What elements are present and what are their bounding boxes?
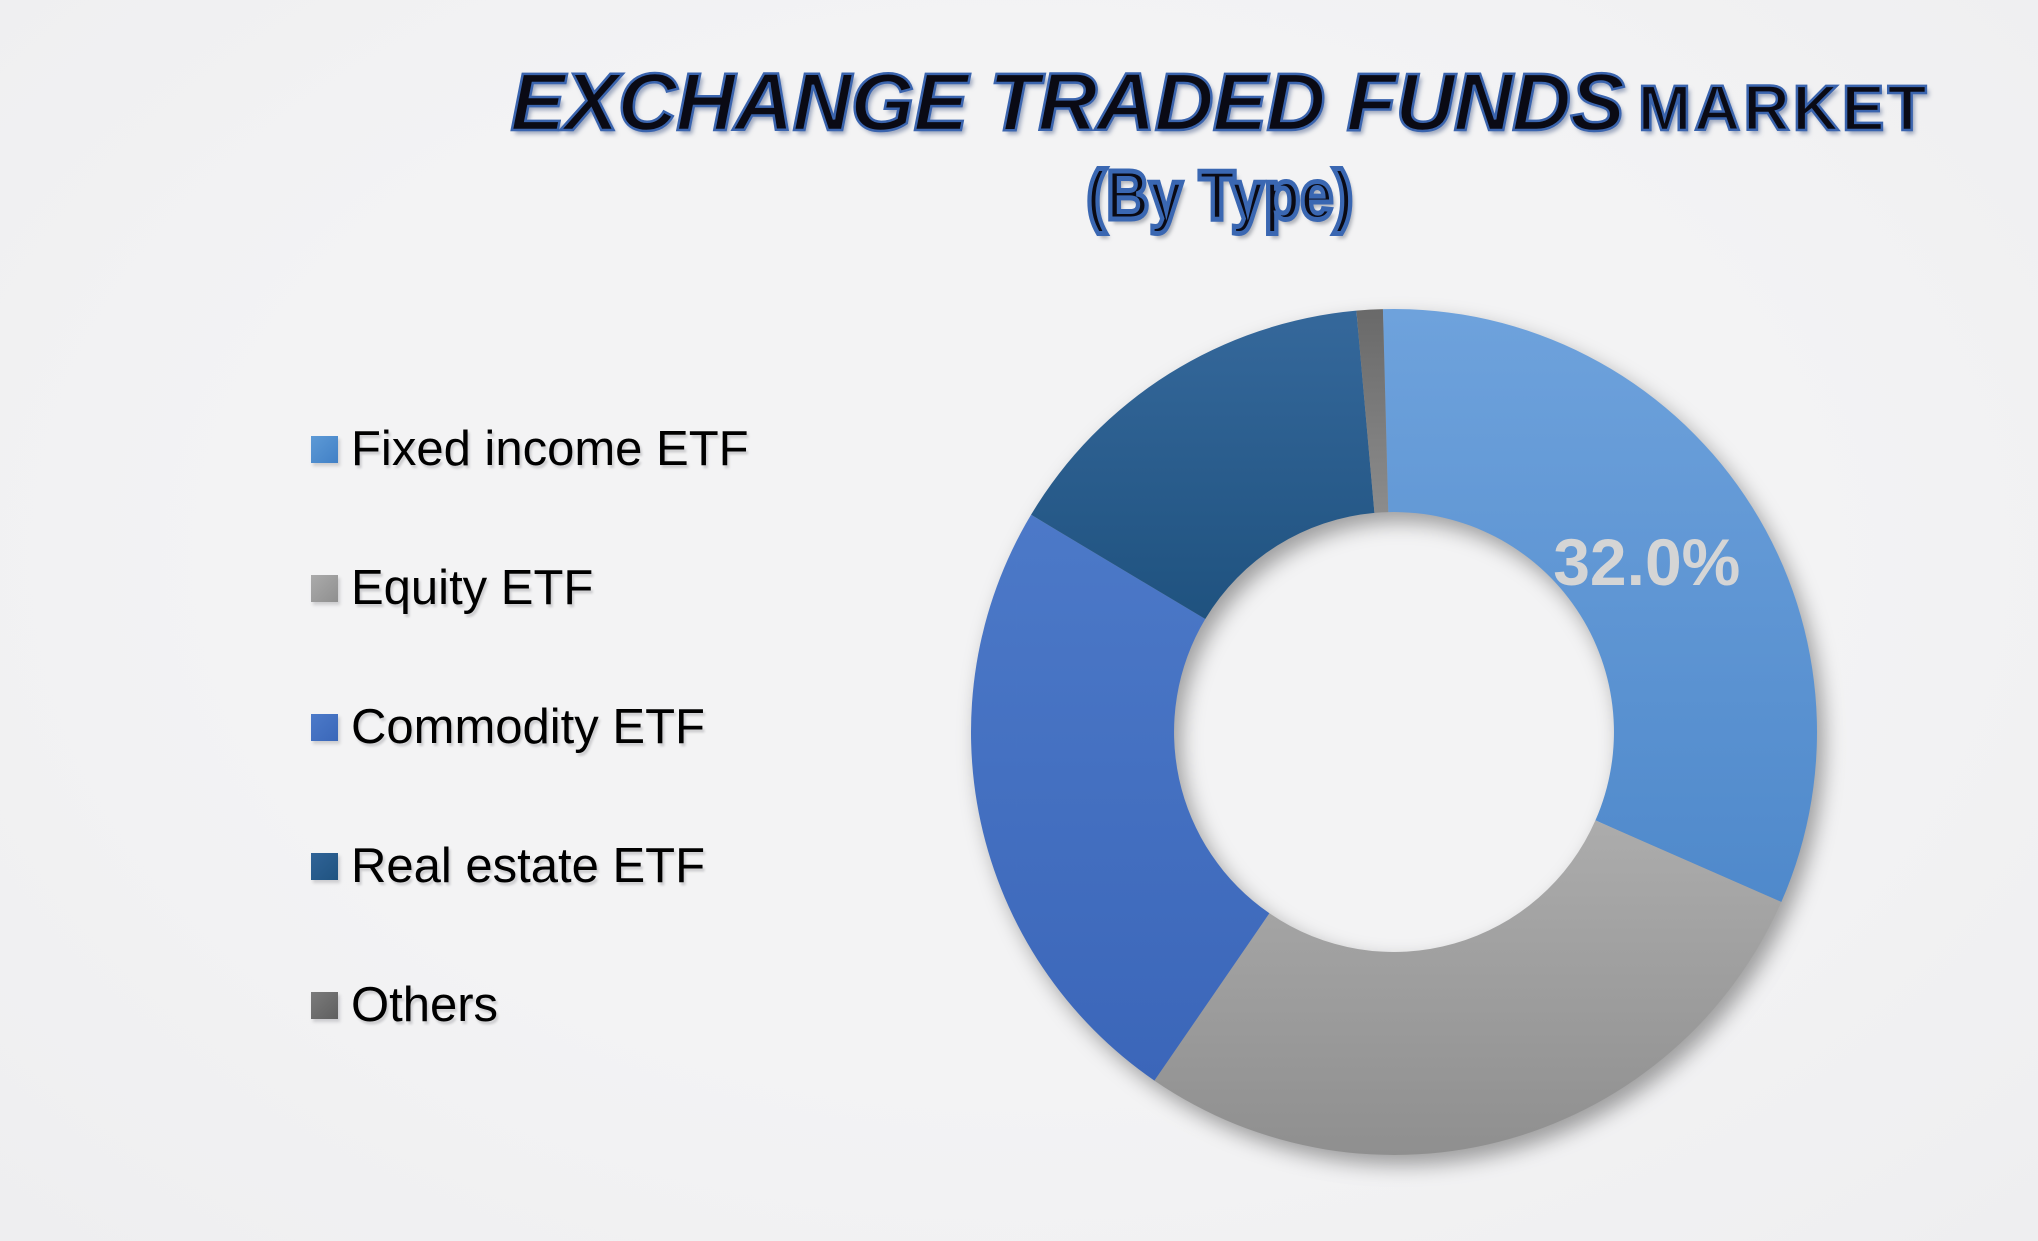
legend-swatch: [311, 991, 338, 1019]
donut-slice: [1031, 310, 1375, 620]
legend-label: Fixed income ETF: [351, 422, 749, 476]
legend-item: Real estate ETF: [311, 838, 749, 894]
donut-slice: [971, 514, 1270, 1081]
legend-item: Fixed income ETF: [311, 421, 749, 477]
legend-label: Others: [351, 978, 499, 1032]
legend: Fixed income ETF Equity ETF Commodity ETF R…: [311, 421, 749, 1116]
chart-title-main: EXCHANGE TRADED FUNDS: [509, 57, 1626, 148]
legend-label: Equity ETF: [351, 561, 594, 615]
legend-swatch: [311, 852, 338, 880]
donut-slice: [1154, 820, 1782, 1156]
chart-title: EXCHANGE TRADED FUNDS MARKET: [400, 60, 2038, 145]
legend-item: Commodity ETF: [311, 699, 749, 755]
donut-slice: [1382, 309, 1817, 903]
chart-title-suffix: MARKET: [1637, 72, 1930, 144]
legend-swatch: [311, 713, 338, 741]
title-block: EXCHANGE TRADED FUNDS MARKET (By Type): [400, 60, 2038, 234]
slice-data-label: 32.0%: [1553, 525, 1740, 599]
legend-label: Real estate ETF: [351, 839, 706, 893]
donut-slice: [1356, 309, 1389, 513]
legend-item: Equity ETF: [311, 560, 749, 616]
legend-swatch: [311, 435, 338, 463]
legend-label: Commodity ETF: [351, 700, 705, 754]
chart-subtitle: (By Type): [1085, 156, 1356, 234]
legend-item: Others: [311, 977, 749, 1033]
legend-swatch: [311, 574, 338, 602]
